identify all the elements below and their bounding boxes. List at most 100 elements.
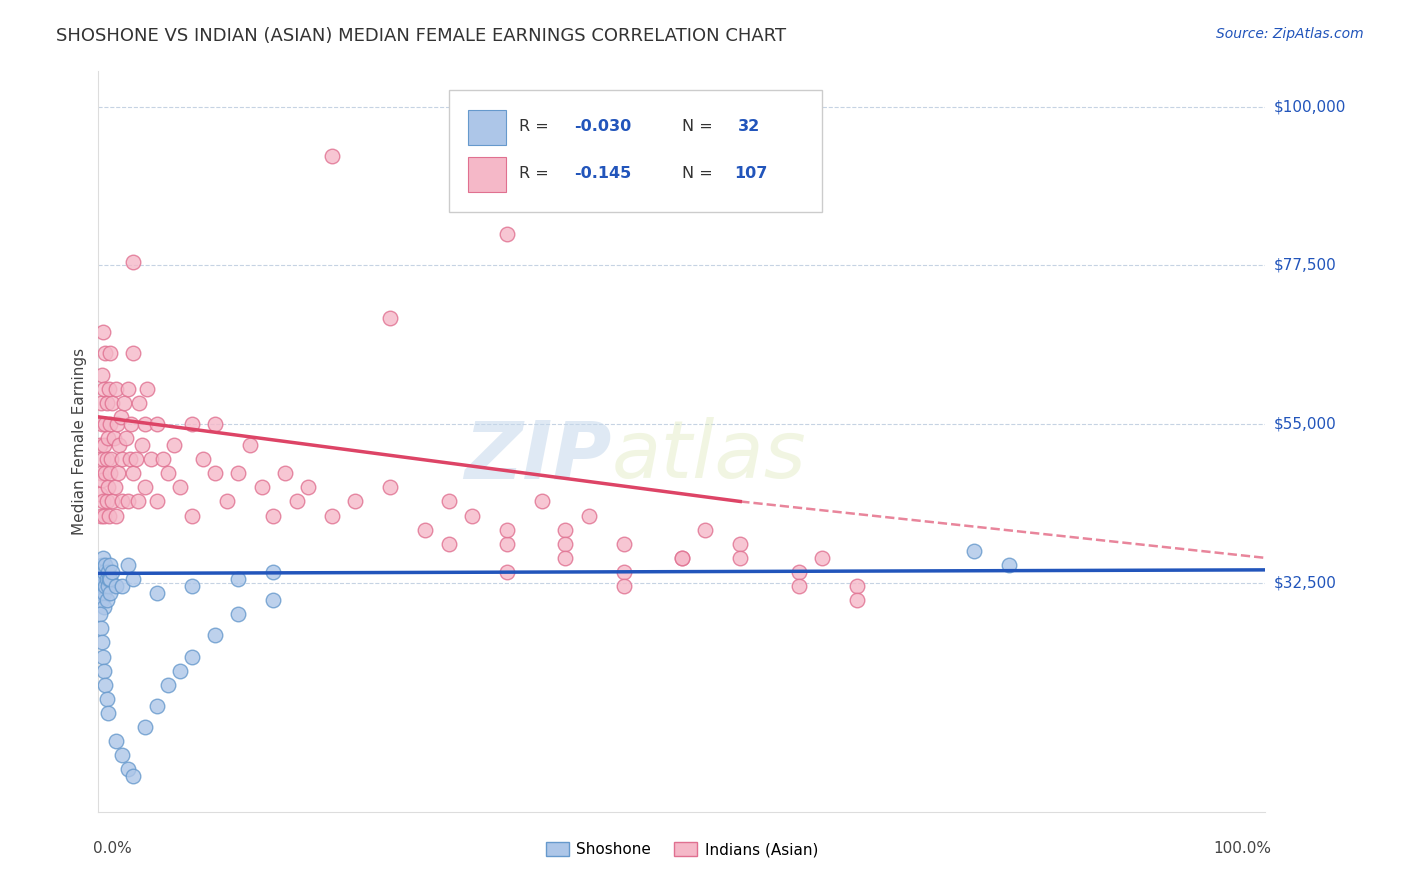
Point bbox=[104, 480, 127, 494]
Point bbox=[274, 467, 297, 481]
Point bbox=[437, 537, 460, 551]
Point bbox=[91, 550, 114, 565]
Point bbox=[89, 607, 111, 622]
Point bbox=[97, 431, 120, 445]
Text: SHOSHONE VS INDIAN (ASIAN) MEDIAN FEMALE EARNINGS CORRELATION CHART: SHOSHONE VS INDIAN (ASIAN) MEDIAN FEMALE… bbox=[56, 27, 786, 45]
Point bbox=[146, 494, 169, 508]
Text: 107: 107 bbox=[734, 166, 768, 181]
Point bbox=[127, 494, 149, 508]
Point bbox=[122, 572, 145, 586]
Point bbox=[846, 593, 869, 607]
Point bbox=[163, 438, 186, 452]
Point bbox=[89, 572, 111, 586]
Point bbox=[139, 452, 162, 467]
Point bbox=[104, 579, 127, 593]
Point bbox=[122, 769, 145, 783]
Point bbox=[730, 550, 752, 565]
Point bbox=[530, 494, 553, 508]
Point bbox=[169, 664, 191, 678]
Point bbox=[380, 311, 402, 326]
Point bbox=[554, 550, 576, 565]
Point bbox=[128, 396, 150, 410]
Point bbox=[297, 480, 319, 494]
Point bbox=[787, 579, 810, 593]
Text: N =: N = bbox=[682, 120, 718, 135]
Point bbox=[90, 593, 112, 607]
Bar bbox=[468, 156, 506, 192]
Point bbox=[100, 452, 122, 467]
Text: -0.145: -0.145 bbox=[575, 166, 631, 181]
Point bbox=[104, 382, 127, 396]
Point bbox=[613, 537, 636, 551]
Text: $32,500: $32,500 bbox=[1274, 575, 1337, 591]
Point bbox=[787, 565, 810, 579]
Point bbox=[413, 523, 436, 537]
Point bbox=[180, 579, 202, 593]
Y-axis label: Median Female Earnings: Median Female Earnings bbox=[72, 348, 87, 535]
Point bbox=[94, 417, 117, 431]
Point bbox=[496, 227, 519, 241]
Point bbox=[496, 523, 519, 537]
Point bbox=[117, 763, 139, 777]
Point bbox=[118, 452, 141, 467]
Point bbox=[131, 438, 153, 452]
Point bbox=[101, 565, 124, 579]
Point bbox=[111, 494, 134, 508]
Point bbox=[321, 149, 343, 163]
Point bbox=[285, 494, 308, 508]
Point bbox=[228, 572, 250, 586]
Point bbox=[811, 550, 834, 565]
Point bbox=[93, 438, 115, 452]
Point bbox=[93, 382, 115, 396]
Point bbox=[554, 523, 576, 537]
Point bbox=[180, 417, 202, 431]
Point bbox=[111, 452, 134, 467]
Point bbox=[90, 467, 112, 481]
Point bbox=[101, 396, 124, 410]
Point bbox=[96, 692, 118, 706]
Point bbox=[93, 565, 115, 579]
Point bbox=[93, 600, 115, 615]
Text: ZIP: ZIP bbox=[464, 417, 612, 495]
Point bbox=[554, 537, 576, 551]
Text: R =: R = bbox=[519, 120, 554, 135]
Point bbox=[103, 431, 125, 445]
Point bbox=[93, 664, 115, 678]
Point bbox=[152, 452, 174, 467]
Point bbox=[262, 593, 284, 607]
Point bbox=[97, 508, 120, 523]
Point bbox=[98, 417, 121, 431]
Point bbox=[117, 382, 139, 396]
Point bbox=[96, 494, 118, 508]
Point bbox=[695, 523, 717, 537]
Point bbox=[108, 438, 131, 452]
Point bbox=[262, 565, 284, 579]
Text: 0.0%: 0.0% bbox=[93, 841, 131, 856]
Point bbox=[97, 579, 120, 593]
Point bbox=[250, 480, 273, 494]
Point bbox=[93, 586, 115, 600]
Point bbox=[461, 508, 484, 523]
Point bbox=[157, 467, 180, 481]
Point bbox=[91, 572, 114, 586]
Point bbox=[962, 544, 984, 558]
Point bbox=[180, 508, 202, 523]
Text: -0.030: -0.030 bbox=[575, 120, 631, 135]
Point bbox=[115, 431, 138, 445]
Point bbox=[91, 325, 114, 339]
Point bbox=[117, 558, 139, 572]
Point bbox=[215, 494, 238, 508]
Point bbox=[120, 417, 142, 431]
Point bbox=[846, 579, 869, 593]
Point bbox=[90, 635, 112, 649]
Point bbox=[204, 417, 226, 431]
Text: $55,000: $55,000 bbox=[1274, 417, 1337, 432]
Point bbox=[90, 565, 112, 579]
Point bbox=[96, 593, 118, 607]
Text: $100,000: $100,000 bbox=[1274, 99, 1346, 114]
Point bbox=[169, 480, 191, 494]
Point bbox=[344, 494, 367, 508]
Point bbox=[90, 368, 112, 382]
Text: atlas: atlas bbox=[612, 417, 807, 495]
Point bbox=[94, 579, 117, 593]
